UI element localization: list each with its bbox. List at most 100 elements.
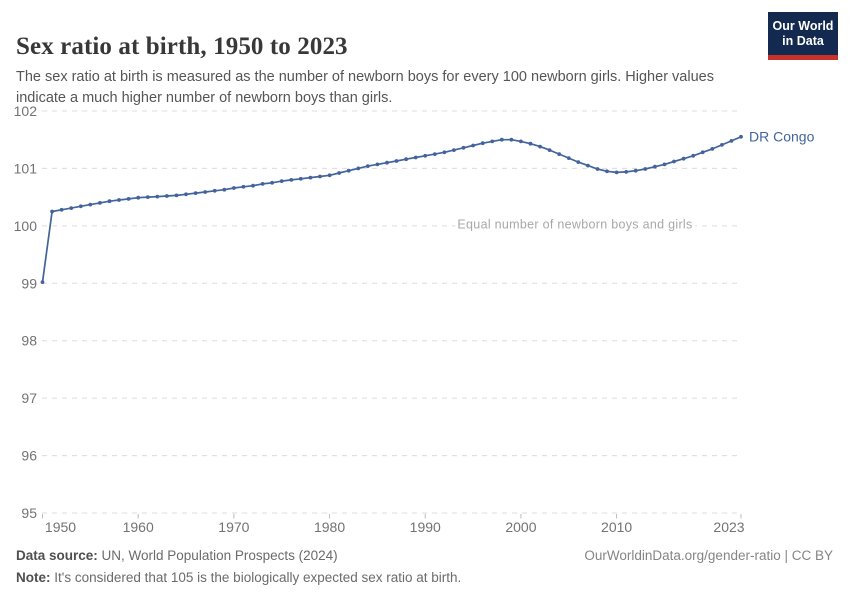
- data-point-1966[interactable]: [193, 191, 198, 196]
- data-point-1967[interactable]: [203, 190, 208, 194]
- owid-logo-line1: Our World: [772, 19, 834, 33]
- data-point-1953[interactable]: [69, 206, 74, 211]
- data-point-1992[interactable]: [442, 150, 447, 155]
- y-axis-label-99: 99: [21, 275, 37, 291]
- data-point-1990[interactable]: [423, 153, 428, 158]
- data-point-2014[interactable]: [653, 164, 657, 169]
- data-point-2007[interactable]: [586, 163, 590, 168]
- data-point-2002[interactable]: [538, 144, 542, 149]
- data-point-1981[interactable]: [337, 171, 341, 175]
- data-point-2020[interactable]: [710, 147, 715, 151]
- data-point-1950[interactable]: [40, 280, 45, 284]
- data-point-1958[interactable]: [117, 198, 121, 202]
- chart-subtitle: The sex ratio at birth is measured as th…: [16, 68, 714, 106]
- data-point-1993[interactable]: [452, 148, 456, 153]
- data-point-2003[interactable]: [547, 148, 552, 153]
- data-point-2000[interactable]: [519, 139, 523, 144]
- data-point-2022[interactable]: [729, 139, 734, 143]
- data-point-2015[interactable]: [662, 162, 667, 167]
- data-point-2001[interactable]: [528, 141, 533, 146]
- y-axis-label-98: 98: [21, 333, 37, 349]
- series-line-dr-congo[interactable]: [41, 135, 742, 283]
- data-point-2023[interactable]: [739, 134, 743, 139]
- data-point-1957[interactable]: [107, 199, 112, 204]
- data-point-1983[interactable]: [356, 166, 361, 171]
- data-point-1968[interactable]: [212, 188, 217, 193]
- y-axis-label-100: 100: [14, 218, 38, 234]
- series-end-label[interactable]: DR Congo: [749, 128, 815, 144]
- data-point-1951[interactable]: [50, 209, 54, 214]
- data-point-1994[interactable]: [461, 145, 466, 150]
- data-point-1976[interactable]: [289, 178, 294, 182]
- data-point-2009[interactable]: [605, 169, 609, 174]
- data-point-1959[interactable]: [126, 197, 131, 201]
- owid-logo[interactable]: Our World in Data: [768, 12, 838, 60]
- data-point-2016[interactable]: [672, 159, 676, 164]
- data-point-1989[interactable]: [413, 155, 418, 160]
- data-point-1971[interactable]: [241, 184, 246, 189]
- x-axis-label-2010: 2010: [601, 519, 632, 535]
- data-point-2021[interactable]: [720, 143, 724, 147]
- data-point-2012[interactable]: [633, 168, 638, 173]
- data-point-1979[interactable]: [318, 174, 322, 179]
- data-point-2018[interactable]: [691, 153, 696, 158]
- data-point-1955[interactable]: [88, 202, 93, 207]
- data-point-1997[interactable]: [490, 139, 495, 144]
- data-point-2017[interactable]: [681, 156, 686, 161]
- data-point-1973[interactable]: [260, 182, 265, 186]
- data-point-2019[interactable]: [700, 150, 705, 155]
- data-point-1970[interactable]: [232, 186, 236, 190]
- data-point-1954[interactable]: [78, 204, 83, 209]
- data-point-2011[interactable]: [624, 170, 629, 174]
- data-point-1963[interactable]: [165, 194, 169, 198]
- equal-ratio-annotation: Equal number of newborn boys and girls: [457, 217, 692, 231]
- data-point-2008[interactable]: [595, 167, 600, 171]
- data-point-1960[interactable]: [136, 195, 141, 200]
- x-axis-label-1960: 1960: [123, 519, 154, 535]
- data-point-1962[interactable]: [155, 194, 160, 199]
- data-point-1956[interactable]: [98, 201, 102, 205]
- data-source-line: Data source: UN, World Population Prospe…: [16, 548, 338, 563]
- y-axis-label-101: 101: [14, 160, 38, 176]
- data-source-text: UN, World Population Prospects (2024): [97, 548, 338, 563]
- data-point-1987[interactable]: [394, 159, 399, 163]
- data-point-2004[interactable]: [557, 152, 562, 157]
- data-point-1984[interactable]: [365, 164, 370, 169]
- data-point-2010[interactable]: [614, 170, 619, 175]
- data-point-1964[interactable]: [174, 193, 179, 198]
- data-point-1996[interactable]: [480, 141, 485, 146]
- data-point-1985[interactable]: [375, 162, 380, 167]
- data-point-1961[interactable]: [145, 195, 150, 200]
- y-axis-label-97: 97: [21, 390, 37, 406]
- note-line: Note: It's considered that 105 is the bi…: [16, 570, 461, 585]
- data-point-1988[interactable]: [404, 157, 408, 162]
- data-point-2006[interactable]: [576, 160, 581, 165]
- data-point-2013[interactable]: [643, 167, 648, 171]
- data-point-1972[interactable]: [251, 183, 255, 188]
- data-point-1977[interactable]: [298, 176, 303, 181]
- data-point-2005[interactable]: [566, 156, 571, 161]
- data-point-1995[interactable]: [471, 143, 475, 148]
- data-point-1952[interactable]: [59, 207, 64, 212]
- data-point-1965[interactable]: [184, 192, 188, 197]
- data-point-1982[interactable]: [346, 168, 351, 173]
- data-point-1978[interactable]: [308, 175, 313, 180]
- data-point-1998[interactable]: [499, 137, 504, 142]
- data-point-1974[interactable]: [270, 180, 274, 185]
- data-point-1999[interactable]: [509, 137, 514, 142]
- x-axis-label-2023: 2023: [713, 519, 744, 535]
- data-point-1975[interactable]: [279, 179, 284, 184]
- y-axis-label-96: 96: [21, 448, 37, 464]
- data-point-1969[interactable]: [222, 187, 227, 192]
- license-link[interactable]: OurWorldinData.org/gender-ratio | CC BY: [584, 548, 833, 563]
- x-axis-label-1970: 1970: [218, 519, 249, 535]
- x-axis-label-1950: 1950: [45, 519, 76, 535]
- note-label: Note:: [16, 570, 51, 585]
- data-point-1986[interactable]: [385, 160, 389, 165]
- data-point-1991[interactable]: [432, 152, 437, 157]
- y-axis-label-95: 95: [21, 505, 37, 521]
- data-point-1980[interactable]: [327, 173, 332, 178]
- x-axis-label-1990: 1990: [410, 519, 441, 535]
